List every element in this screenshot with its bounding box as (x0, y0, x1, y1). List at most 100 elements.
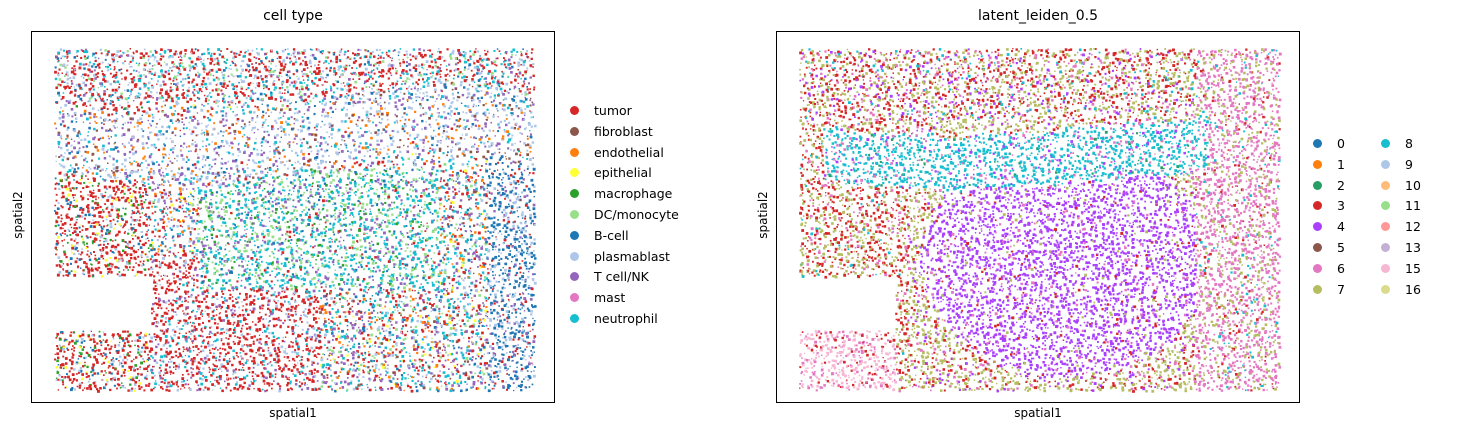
scatter-point (217, 145, 221, 149)
scatter-point (345, 144, 348, 147)
scatter-point (464, 57, 467, 60)
scatter-point (126, 89, 130, 92)
scatter-point (192, 85, 196, 88)
scatter-point (96, 202, 99, 205)
scatter-point (178, 197, 181, 200)
scatter-point (298, 88, 301, 91)
scatter-point (164, 70, 167, 73)
scatter-point (175, 83, 178, 86)
scatter-point (255, 138, 257, 140)
scatter-point (288, 141, 291, 144)
scatter-point (444, 191, 447, 194)
scatter-point (222, 76, 225, 79)
scatter-point (263, 206, 266, 209)
scatter-point (269, 150, 271, 153)
scatter-point (203, 64, 206, 68)
scatter-point (390, 137, 393, 140)
scatter-point (115, 112, 118, 115)
scatter-point (160, 48, 163, 51)
scatter-point (61, 97, 64, 100)
scatter-point (203, 131, 206, 134)
scatter-point (202, 86, 204, 88)
scatter-point (115, 117, 119, 121)
scatter-point (412, 66, 416, 69)
scatter-point (124, 207, 127, 210)
scatter-point (212, 78, 216, 82)
scatter-point (224, 214, 226, 217)
scatter-point (338, 209, 340, 212)
scatter-point (103, 92, 106, 96)
scatter-point (344, 50, 347, 54)
scatter-point (315, 72, 318, 75)
scatter-point (211, 115, 213, 117)
scatter-point (358, 71, 361, 75)
scatter-point (206, 86, 208, 88)
scatter-point (513, 88, 515, 90)
scatter-point (182, 92, 185, 95)
scatter-point (360, 97, 363, 100)
scatter-point (348, 168, 351, 172)
scatter-point (400, 91, 402, 94)
scatter-point (510, 71, 513, 74)
scatter-point (274, 88, 277, 91)
scatter-point (60, 154, 63, 157)
scatter-point (275, 50, 279, 54)
scatter-point (221, 158, 223, 160)
scatter-point (411, 76, 414, 79)
scatter-point (241, 60, 243, 62)
scatter-point (513, 211, 516, 214)
scatter-point (266, 108, 270, 112)
scatter-point (268, 168, 272, 171)
scatter-point (396, 163, 399, 166)
scatter-point (491, 145, 493, 147)
scatter-point (351, 94, 354, 96)
scatter-point (197, 75, 200, 78)
scatter-point (163, 50, 167, 53)
scatter-point (227, 132, 230, 135)
scatter-point (328, 200, 331, 203)
scatter-point (362, 71, 365, 74)
scatter-point (261, 171, 263, 174)
scatter-point (283, 98, 286, 102)
scatter-point (396, 95, 399, 98)
scatter-point (298, 57, 301, 60)
scatter-point (180, 166, 184, 169)
scatter-point (280, 121, 283, 124)
scatter-point (112, 57, 115, 60)
scatter-point (117, 99, 120, 101)
scatter-point (341, 88, 344, 91)
scatter-point (353, 144, 355, 147)
scatter-point (203, 52, 206, 55)
scatter-point (136, 140, 139, 143)
scatter-point (61, 72, 63, 74)
scatter-point (108, 128, 112, 131)
scatter-point (354, 191, 357, 193)
scatter-point (432, 81, 435, 84)
scatter-point (223, 196, 225, 198)
scatter-point (310, 188, 312, 191)
scatter-point (529, 110, 531, 112)
scatter-point (292, 73, 295, 76)
scatter-point (422, 211, 426, 215)
scatter-point (71, 82, 74, 85)
scatter-point (510, 126, 513, 129)
scatter-point (256, 48, 258, 50)
scatter-point (127, 199, 131, 202)
scatter-point (173, 207, 176, 210)
scatter-point (457, 71, 461, 75)
scatter-point (265, 57, 268, 60)
scatter-point (275, 107, 278, 109)
scatter-point (408, 78, 411, 81)
scatter-point (261, 124, 264, 126)
scatter-point (370, 161, 374, 165)
scatter-point (156, 79, 159, 82)
scatter-point (144, 159, 148, 162)
scatter-point (531, 141, 535, 144)
scatter-point (354, 171, 357, 174)
scatter-point (520, 191, 524, 194)
scatter-point (481, 61, 484, 63)
scatter-point (487, 72, 490, 75)
scatter-point (230, 108, 232, 110)
scatter-point (240, 86, 243, 89)
scatter-point (194, 144, 198, 148)
